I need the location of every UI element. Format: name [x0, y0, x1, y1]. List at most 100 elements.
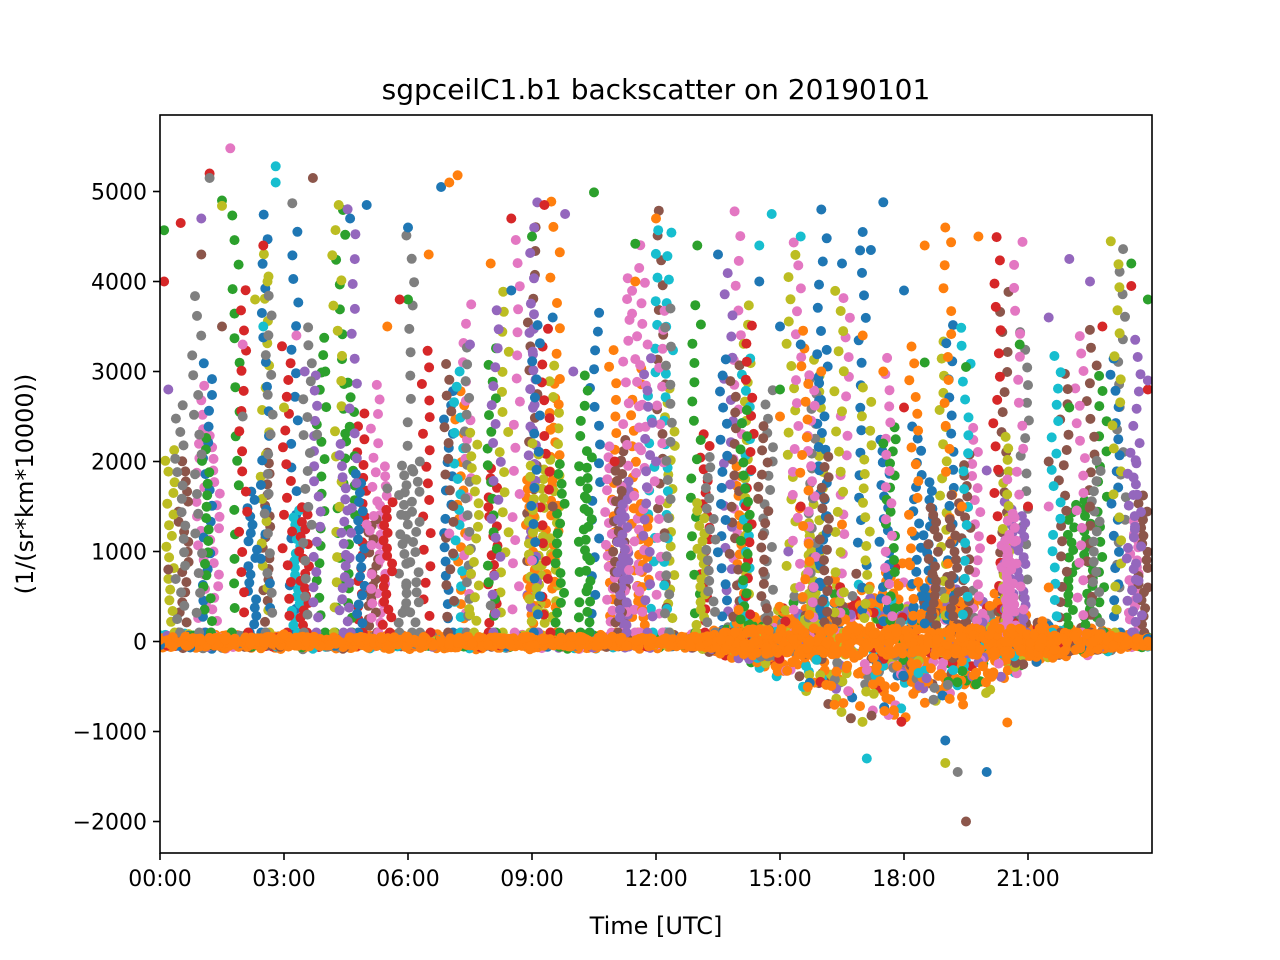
data-point: [237, 411, 248, 422]
y-tick-label: 2000: [91, 451, 147, 476]
data-point: [609, 456, 620, 467]
data-point: [952, 767, 963, 777]
data-point: [320, 366, 331, 377]
data-point: [403, 222, 413, 233]
data-point: [204, 173, 215, 183]
data-point: [506, 285, 517, 296]
y-axis-ticks: −2000 −1000 0 1000 2000 3000 4000 5000: [73, 181, 160, 836]
data-point: [560, 209, 571, 219]
data-point: [651, 213, 661, 224]
data-point: [775, 321, 785, 332]
data-point: [861, 753, 872, 764]
data-point: [465, 339, 475, 350]
data-point: [956, 501, 967, 512]
data-point: [258, 240, 269, 251]
y-tick-label: −2000: [73, 811, 147, 836]
data-point: [973, 231, 984, 242]
data-point: [361, 519, 372, 530]
x-tick-label: 06:00: [376, 867, 439, 892]
data-point: [1023, 501, 1033, 512]
data-point: [981, 465, 992, 476]
data-point: [436, 182, 447, 192]
data-point: [865, 245, 876, 255]
data-point: [775, 411, 785, 422]
data-point: [783, 546, 794, 557]
data-point: [692, 240, 703, 251]
data-point: [1142, 384, 1152, 395]
data-point: [1126, 258, 1137, 269]
data-point: [217, 200, 227, 211]
data-point: [899, 402, 909, 413]
data-point: [1043, 312, 1054, 323]
y-tick-label: 0: [133, 631, 147, 656]
data-point: [270, 161, 281, 172]
data-point: [1043, 501, 1054, 512]
data-point: [175, 218, 186, 228]
data-point: [837, 258, 847, 269]
data-point: [444, 177, 455, 188]
x-tick-label: 00:00: [128, 867, 191, 892]
data-point: [160, 276, 170, 287]
data-point: [940, 735, 951, 746]
data-point: [713, 249, 723, 260]
x-tick-label: 21:00: [996, 867, 1059, 892]
x-tick-label: 09:00: [500, 867, 563, 892]
x-axis-ticks: 00:00 03:00 06:00 09:00 12:00 15:00 18:00 21:00: [128, 853, 1060, 892]
data-point: [981, 767, 992, 777]
data-point: [1126, 281, 1137, 291]
data-point: [919, 357, 930, 368]
data-point: [312, 429, 323, 440]
data-point: [766, 209, 777, 219]
data-point: [857, 330, 868, 341]
data-point: [609, 582, 620, 593]
data-point: [485, 258, 496, 269]
data-point: [279, 629, 289, 640]
data-point: [403, 294, 413, 305]
data-point: [196, 213, 207, 224]
data-point: [899, 285, 909, 296]
data-point: [1142, 582, 1152, 593]
data-point: [857, 227, 868, 237]
data-point: [444, 528, 455, 539]
data-point: [307, 173, 318, 183]
y-tick-label: 1000: [91, 541, 147, 566]
data-point: [361, 200, 372, 210]
x-tick-label: 15:00: [748, 867, 811, 892]
data-point: [961, 362, 971, 372]
data-point: [539, 200, 550, 210]
data-point: [1002, 717, 1013, 728]
data-point: [394, 294, 405, 305]
x-tick-label: 03:00: [252, 867, 315, 892]
scatter-cloud: [160, 196, 1152, 727]
data-points: [160, 143, 1152, 827]
data-point: [651, 456, 661, 467]
x-tick-label: 18:00: [872, 867, 935, 892]
data-point: [382, 483, 393, 494]
data-point: [299, 366, 310, 377]
y-tick-label: −1000: [73, 721, 147, 746]
data-point: [452, 170, 463, 181]
data-point: [250, 294, 261, 305]
data-point: [775, 384, 785, 395]
data-point: [1142, 375, 1152, 386]
data-point: [919, 618, 930, 629]
data-point: [919, 240, 930, 251]
data-point: [160, 634, 165, 645]
data-point: [878, 197, 889, 208]
data-point: [837, 519, 847, 530]
data-point: [270, 177, 281, 188]
data-point: [163, 564, 174, 575]
data-point: [816, 366, 827, 377]
data-point: [163, 384, 174, 395]
data-point: [940, 758, 951, 768]
data-point: [878, 438, 889, 449]
data-point: [291, 330, 302, 341]
data-point: [1142, 636, 1152, 647]
data-point: [465, 609, 475, 620]
data-point: [754, 276, 765, 287]
data-point: [630, 238, 641, 249]
data-point: [878, 366, 889, 377]
data-point: [423, 249, 434, 260]
data-point: [345, 213, 356, 224]
